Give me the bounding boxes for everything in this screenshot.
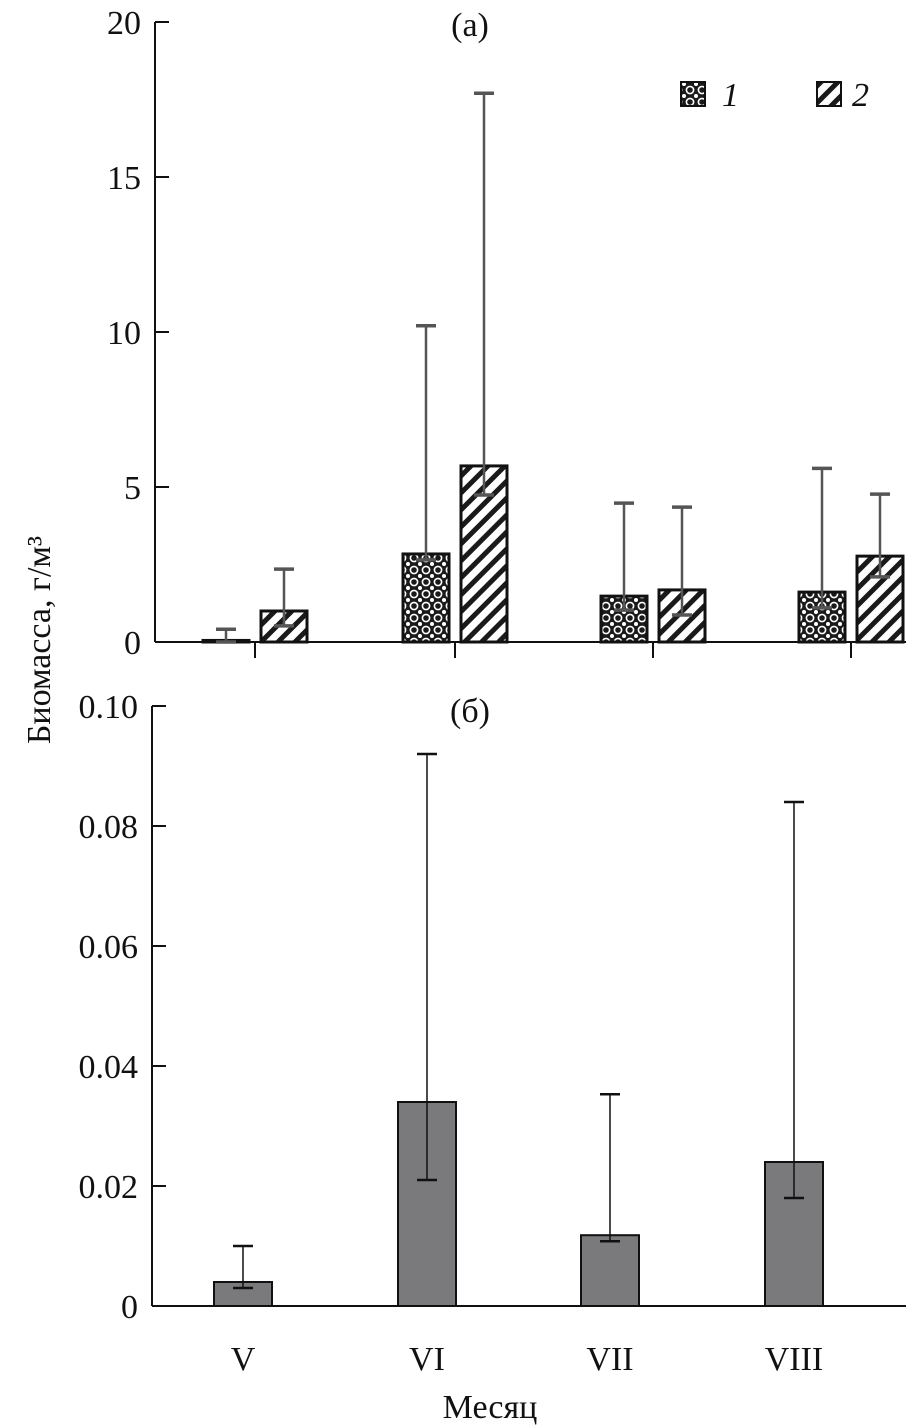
x-tick-label: VII bbox=[586, 1341, 633, 1378]
bar-series-1 bbox=[401, 552, 451, 644]
y-tick-label: 0.10 bbox=[79, 689, 139, 726]
y-tick-label: 20 bbox=[107, 5, 141, 42]
x-tick-label: VIII bbox=[765, 1341, 824, 1378]
x-tick-label: V bbox=[231, 1341, 256, 1378]
panel-b-title: (б) bbox=[450, 693, 490, 730]
legend-label-1: 1 bbox=[722, 77, 739, 114]
y-tick-label: 0.08 bbox=[79, 809, 139, 846]
y-axis-label: Биомасса, г/м³ bbox=[21, 536, 58, 744]
y-tick-label: 0 bbox=[124, 625, 141, 662]
bar-series-1 bbox=[599, 594, 649, 644]
legend-swatch-1 bbox=[680, 81, 706, 107]
panel-a-title: (a) bbox=[451, 7, 489, 44]
x-axis-label: Месяц bbox=[443, 1389, 538, 1426]
bar bbox=[580, 1234, 640, 1307]
y-tick-label: 5 bbox=[124, 470, 141, 507]
y-tick-label: 0.02 bbox=[79, 1169, 139, 1206]
legend-swatch-2 bbox=[816, 81, 842, 107]
y-tick-label: 0.04 bbox=[79, 1049, 139, 1086]
panel-b: (б) 0 0.02 0.04 0.06 0.08 0.10 V VI VII VIII bbox=[79, 689, 906, 1378]
x-tick-label: VI bbox=[409, 1341, 445, 1378]
panel-a: (a) 0 5 10 15 20 1 2 bbox=[107, 5, 906, 662]
y-tick-label: 10 bbox=[107, 315, 141, 352]
y-tick-label: 15 bbox=[107, 160, 141, 197]
y-tick-label: 0 bbox=[121, 1289, 138, 1326]
y-tick-label: 0.06 bbox=[79, 929, 139, 966]
legend-label-2: 2 bbox=[852, 77, 869, 114]
